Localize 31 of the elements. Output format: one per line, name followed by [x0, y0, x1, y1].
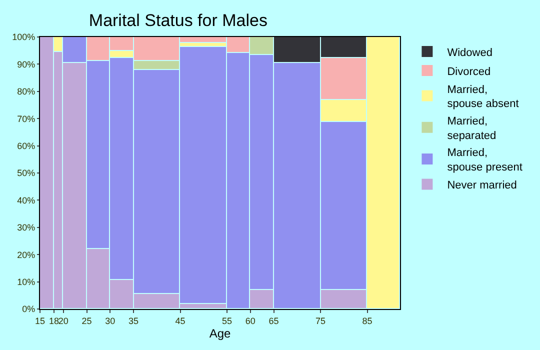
legend-label: Married, spouse present: [447, 147, 522, 174]
y-tick-label: 70%: [17, 114, 36, 124]
y-tick-label: 10%: [17, 276, 36, 287]
x-tick-label: 85: [362, 316, 372, 326]
y-tick-label: 20%: [17, 250, 36, 260]
x-tick-label: 55: [222, 316, 232, 326]
y-tick-label: 100%: [12, 32, 36, 42]
x-tick-label: 15: [34, 316, 46, 326]
y-tick-label: 60%: [17, 140, 36, 151]
legend-label: Never married: [447, 180, 517, 192]
x-tick-label: 60: [245, 316, 256, 326]
x-tick-label: 18: [49, 316, 60, 326]
x-tick-label: 35: [128, 316, 139, 326]
y-tick-label: 30%: [17, 222, 36, 233]
y-tick-label: 50%: [17, 168, 36, 178]
legend-label: Married, separated: [447, 116, 496, 142]
legend-label: Widowed: [447, 46, 492, 59]
x-tick-label: 30: [105, 316, 116, 326]
y-tick-label: 80%: [17, 86, 36, 97]
x-tick-label: 75: [316, 316, 326, 326]
chart-title: Marital Status for Males: [88, 10, 268, 30]
x-tick-label: 20: [58, 316, 68, 326]
y-tick-label: 40%: [17, 195, 36, 206]
legend-label: Divorced: [447, 66, 491, 78]
x-axis-title: Age: [209, 326, 231, 341]
x-tick-label: 45: [175, 316, 186, 326]
x-tick-label: 25: [82, 316, 92, 326]
y-tick-label: 0%: [22, 304, 36, 314]
x-tick-label: 65: [268, 316, 279, 326]
y-tick-label: 90%: [17, 59, 36, 70]
legend-label: Married, spouse absent: [447, 84, 519, 110]
